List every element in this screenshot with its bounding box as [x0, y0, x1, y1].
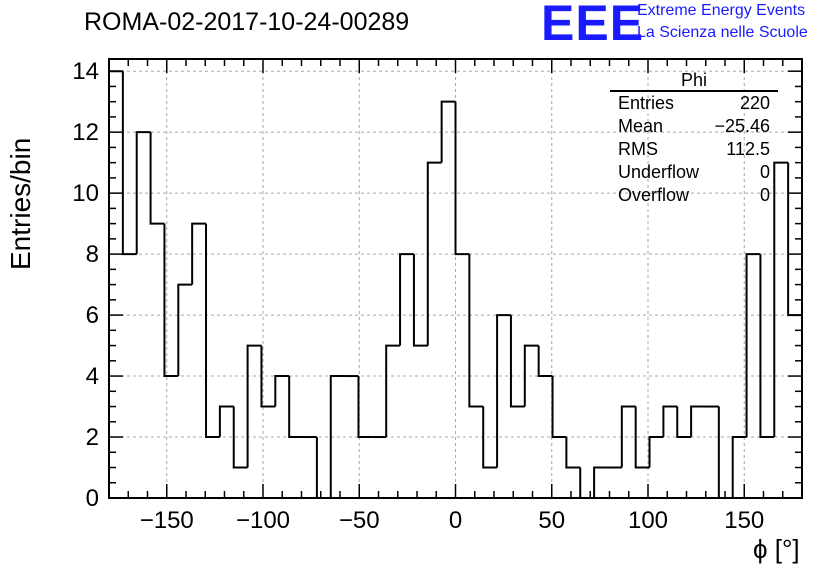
- stats-row-overflow: Overflow 0: [618, 185, 770, 207]
- histogram-bin: [274, 375, 290, 407]
- y-tick-label: 2: [86, 424, 99, 451]
- histogram-bin: [205, 223, 220, 439]
- x-tick-label: −50: [339, 507, 380, 534]
- histogram-bin: [537, 345, 553, 378]
- histogram-bin: [648, 436, 664, 468]
- histogram-bin: [773, 161, 789, 438]
- histogram-bin: [468, 254, 484, 408]
- stats-value: 0: [759, 162, 770, 182]
- x-axis-label: ϕ [°]: [753, 534, 800, 564]
- y-tick-label: 12: [72, 119, 99, 146]
- stats-value: 0: [759, 185, 770, 205]
- histogram-bin: [676, 406, 692, 439]
- y-tick-label: 0: [86, 485, 99, 512]
- stats-row-rms: RMS 112.5: [618, 139, 770, 161]
- y-tick-label: 10: [72, 180, 99, 207]
- y-tick-label: 8: [86, 241, 99, 268]
- stats-row-entries: Entries 220: [618, 93, 770, 115]
- x-tick-label: 150: [724, 507, 764, 534]
- histogram-title: ROMA-02-2017-10-24-00289: [84, 8, 410, 36]
- stats-value: 112.5: [726, 139, 770, 159]
- y-tick-label: 14: [72, 58, 99, 85]
- histogram-bin: [523, 344, 539, 407]
- histogram-bin: [759, 254, 775, 439]
- histogram-bin: [579, 467, 595, 499]
- y-tick-label: 4: [86, 363, 99, 390]
- histogram-bin: [177, 283, 193, 377]
- histogram-bin: [509, 315, 525, 408]
- histogram-bin: [634, 406, 650, 469]
- histogram-bin: [288, 376, 304, 439]
- histogram-bin: [731, 436, 747, 498]
- x-tick-label: −100: [236, 507, 290, 534]
- histogram-bin: [426, 161, 442, 346]
- eee-logo: EEE: [541, 0, 645, 51]
- logo-line-2: La Scienza nelle Scuole: [637, 24, 808, 41]
- stats-value: −25.46: [714, 116, 770, 136]
- histogram-bin: [690, 405, 705, 438]
- stats-key: Overflow: [618, 185, 690, 205]
- histogram-bin: [454, 101, 470, 256]
- histogram-bin: [717, 406, 733, 499]
- histogram-bin: [412, 254, 428, 347]
- histogram-bin: [232, 406, 248, 469]
- histogram-bin: [620, 405, 636, 468]
- histogram-bin: [496, 314, 511, 468]
- y-axis-label: Entries/bin: [5, 137, 36, 270]
- stats-key: Entries: [618, 93, 675, 113]
- histogram-bin: [218, 405, 234, 438]
- histogram-bin: [399, 253, 414, 346]
- x-tick-label: 50: [538, 507, 565, 534]
- histogram-bin: [745, 253, 761, 438]
- histogram-bin: [385, 344, 401, 438]
- logo-line-1: Extreme Energy Events: [637, 2, 806, 19]
- histogram-bin: [565, 437, 581, 469]
- histogram-bin: [315, 437, 331, 499]
- stats-row-mean: Mean −25.46: [618, 116, 770, 138]
- histogram-bin: [482, 406, 498, 469]
- histogram-bin: [260, 345, 276, 408]
- histogram-bin: [191, 222, 207, 285]
- stats-key: Underflow: [618, 162, 700, 182]
- stats-key: Mean: [618, 116, 664, 136]
- histogram-bin: [440, 100, 456, 163]
- stats-divider: [610, 90, 778, 92]
- histogram-bin: [329, 375, 345, 498]
- histogram-bin: [357, 376, 373, 439]
- histogram-bin: [551, 376, 567, 439]
- x-tick-label: −150: [140, 507, 194, 534]
- histogram-bin: [593, 466, 608, 498]
- histogram-bin: [163, 223, 179, 378]
- histogram-bin: [135, 131, 151, 255]
- histogram-bin: [662, 405, 678, 438]
- histogram-bin: [246, 344, 262, 468]
- stats-title: Phi: [680, 70, 707, 90]
- x-tick-label: 0: [449, 507, 462, 534]
- y-tick-label: 6: [86, 302, 99, 329]
- stats-value: 220: [739, 93, 770, 113]
- stats-key: RMS: [618, 139, 658, 159]
- x-tick-label: 100: [628, 507, 668, 534]
- histogram-bin: [149, 132, 165, 225]
- stats-row-underflow: Underflow 0: [618, 162, 770, 184]
- histogram-bin: [121, 71, 137, 256]
